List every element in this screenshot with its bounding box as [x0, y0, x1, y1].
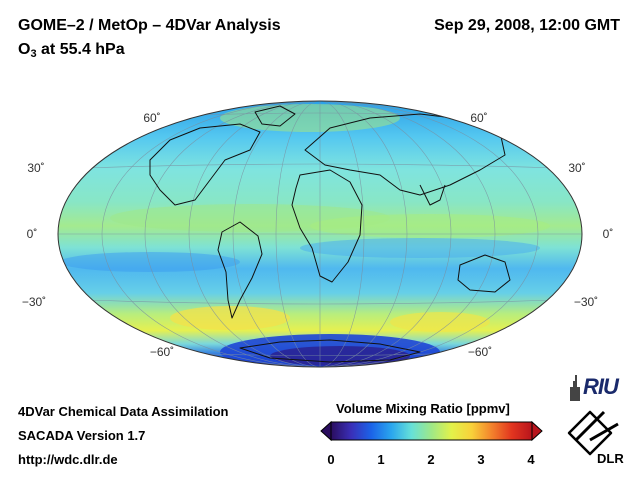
lat-label-left-30n: 30˚: [27, 161, 44, 175]
colorbar-high-arrow: [531, 420, 543, 442]
colorbar-tick-3: 3: [477, 452, 485, 467]
riu-logo-text: RIU: [583, 374, 619, 399]
meridian-60: [232, 101, 408, 367]
colorbar-tick-2: 2: [427, 452, 435, 467]
lat-label-right-60s: −60˚: [468, 345, 492, 359]
antarctica-coast: [239, 339, 421, 363]
arctic-band: [220, 104, 400, 132]
india-coast: [419, 184, 446, 206]
latitude-labels-left: 60˚ 30˚ 0˚ −30˚ −60˚: [22, 111, 174, 359]
southern-low-east: [300, 238, 540, 258]
lat-label-right-60n: 60˚: [470, 111, 487, 125]
eurasia-coast: [304, 113, 506, 196]
riu-logo-icon: [570, 375, 580, 401]
meridian-30: [275, 101, 365, 367]
lat-label-left-0: 0˚: [27, 227, 38, 241]
colorbar-ramp: [330, 421, 533, 441]
dlr-diamond-shape: [567, 410, 613, 456]
latitude-labels-right: 60˚ 30˚ 0˚ −30˚ −60˚: [468, 111, 614, 359]
southern-high-east: [390, 312, 490, 332]
page-title: GOME–2 / MetOp – 4DVar Analysis: [18, 17, 281, 34]
tropical-band-east: [310, 214, 550, 238]
colorbar-tick-1: 1: [377, 452, 385, 467]
coastlines: [149, 105, 511, 363]
colorbar-tick-0: 0: [327, 452, 335, 467]
riu-tower-icon: [570, 375, 580, 401]
southern-high-west: [170, 306, 290, 330]
south-america-coast: [217, 221, 263, 319]
pressure-level: at 55.4 hPa: [36, 41, 125, 58]
dlr-stroke-a: [574, 410, 606, 442]
colorbar-low-arrow: [320, 420, 332, 442]
map-field: [58, 101, 582, 367]
analysis-datetime: Sep 29, 2008, 12:00 GMT: [434, 17, 620, 34]
colorbar-title: Volume Mixing Ratio [ppmv]: [336, 401, 510, 416]
dlr-logo-text: DLR: [597, 451, 624, 466]
meridian-90: [188, 101, 452, 367]
colorbar-tick-4: 4: [527, 452, 535, 467]
footer-system-name: 4DVar Chemical Data Assimilation: [18, 404, 229, 419]
species-name: O: [18, 41, 31, 58]
lat-label-left-60n: 60˚: [143, 111, 160, 125]
greenland-coast: [254, 105, 296, 127]
species-level-label: O3 at 55.4 hPa: [18, 41, 125, 60]
species-subscript: 3: [30, 48, 37, 60]
lat-label-right-0: 0˚: [603, 227, 614, 241]
australia-coast: [457, 254, 511, 293]
footer-version: SACADA Version 1.7: [18, 428, 146, 443]
meridian-150: [101, 101, 539, 367]
meridian-120: [144, 101, 496, 367]
dlr-logo: [567, 410, 619, 456]
lat-label-right-30n: 30˚: [568, 161, 585, 175]
footer-url[interactable]: http://wdc.dlr.de: [18, 452, 118, 467]
dlr-stroke-b: [589, 422, 619, 442]
lat-label-left-60s: −60˚: [150, 345, 174, 359]
map-frame: [57, 100, 583, 368]
colorbar: [320, 420, 543, 442]
lat-label-left-30s: −30˚: [22, 295, 46, 309]
north-america-coast: [149, 123, 261, 206]
lat-label-right-30s: −30˚: [574, 295, 598, 309]
southern-low-west: [60, 252, 240, 272]
africa-coast: [291, 169, 363, 283]
